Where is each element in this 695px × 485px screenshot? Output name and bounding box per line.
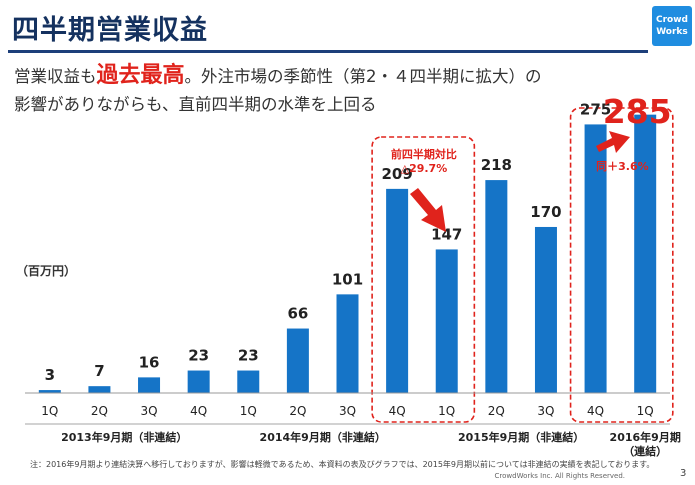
unit-label: （百万円）: [16, 264, 77, 278]
lead-part-2: 。外注市場の季節性（第2・４四半期に拡大）の: [184, 67, 542, 86]
up-arrow: [596, 131, 630, 153]
yoy-annotation-line-2: △29.7%: [401, 162, 448, 175]
bar-value-label: 147: [431, 225, 462, 243]
bar: [485, 180, 508, 393]
fiscal-year-sublabel: （連結）: [623, 444, 667, 458]
quarter-tick-label: 4Q: [587, 404, 604, 418]
fiscal-year-label: 2016年9月期: [610, 430, 681, 444]
fiscal-year-label: 2014年9月期（非連結）: [260, 430, 386, 444]
quarter-tick-label: 3Q: [140, 404, 157, 418]
bar: [187, 370, 210, 393]
bar-value-label: 23: [188, 347, 209, 365]
quarter-tick-label: 3Q: [537, 404, 554, 418]
lead-highlight: 過去最高: [96, 63, 185, 88]
quarter-tick-label: 4Q: [190, 404, 207, 418]
bar-value-label: 218: [481, 156, 512, 174]
quarter-tick-label: 1Q: [240, 404, 257, 418]
page-title: 四半期営業収益: [12, 15, 208, 46]
bar: [534, 226, 557, 393]
bar-value-label: 23: [238, 347, 259, 365]
bar: [336, 294, 359, 393]
bar: [88, 386, 111, 393]
highlight-box-latest: [569, 107, 674, 423]
copyright: CrowdWorks Inc. All Rights Reserved.: [494, 472, 625, 480]
bar-value-label: 3: [45, 366, 55, 384]
down-arrow: [410, 188, 446, 232]
bar: [634, 114, 657, 394]
bar: [138, 377, 161, 393]
yoy-annotation-line-1: 前四半期対比: [391, 147, 457, 161]
page-number: 3: [680, 468, 687, 479]
lead-line-2: 影響がありながらも、直前四半期の水準を上回る: [14, 95, 377, 114]
fiscal-year-label: 2015年9月期（非連結）: [458, 430, 584, 444]
bar-value-label: 101: [332, 270, 363, 288]
bar: [286, 328, 309, 393]
bar-value-label: 66: [287, 305, 308, 323]
highlight-box-yoy: [371, 136, 476, 423]
bar: [584, 124, 607, 394]
quarter-tick-label: 4Q: [389, 404, 406, 418]
qoq-annotation: 同＋3.6%: [596, 160, 649, 173]
quarter-tick-label: 2Q: [488, 404, 505, 418]
quarter-tick-label: 2Q: [289, 404, 306, 418]
bar: [38, 390, 61, 393]
fiscal-year-label: 2013年9月期（非連結）: [61, 430, 187, 444]
bar-value-label: 275: [580, 100, 611, 118]
logo-line-1: Crowd: [656, 15, 688, 25]
lead-text: 営業収益も過去最高。外注市場の季節性（第2・４四半期に拡大）の 影響がありながら…: [14, 62, 542, 119]
title-divider: [8, 50, 648, 53]
bar-value-label: 209: [381, 165, 412, 183]
highlight-value-285: 285: [603, 92, 672, 131]
quarter-tick-label: 3Q: [339, 404, 356, 418]
lead-part-1: 営業収益も: [14, 67, 97, 86]
bar: [237, 370, 260, 393]
crowdworks-logo: Crowd Works: [652, 6, 692, 46]
quarter-tick-label: 2Q: [91, 404, 108, 418]
bar-value-label: 16: [139, 353, 160, 371]
logo-line-2: Works: [656, 27, 688, 37]
bar: [435, 249, 458, 393]
quarter-tick-label: 1Q: [637, 404, 654, 418]
bar: [386, 188, 409, 393]
footnote: 注：2016年9月期より連結決算へ移行しておりますが、影響は軽微であるため、本資…: [30, 460, 655, 469]
quarter-tick-label: 1Q: [41, 404, 58, 418]
bar-value-label: 170: [530, 203, 561, 221]
bar-value-label: 7: [94, 362, 104, 380]
quarter-tick-label: 1Q: [438, 404, 455, 418]
